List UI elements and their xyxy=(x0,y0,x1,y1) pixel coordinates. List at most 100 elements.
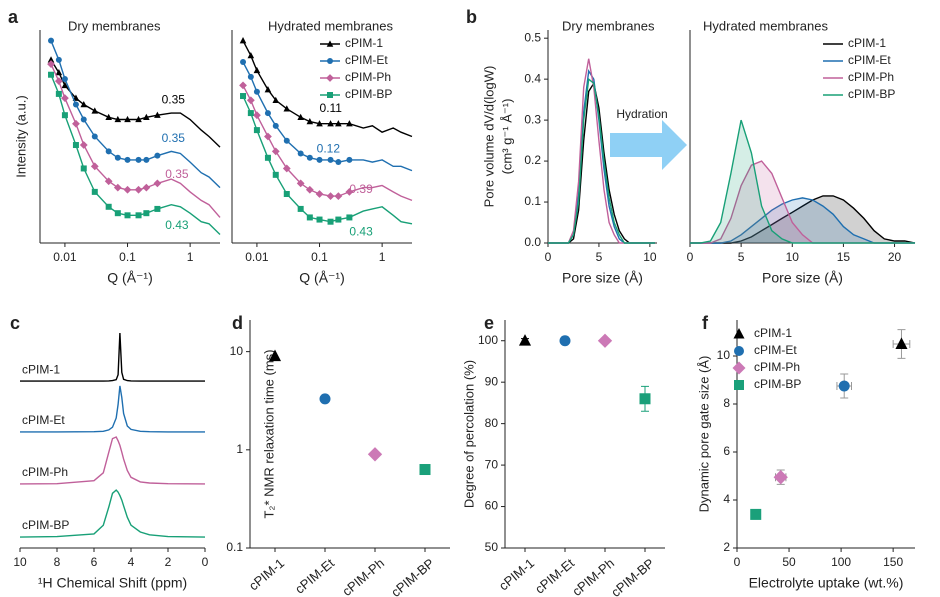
y-tick-label: 0.3 xyxy=(524,112,541,126)
data-point xyxy=(105,148,112,155)
data-point xyxy=(47,60,55,68)
x-tick-label: 20 xyxy=(888,250,902,264)
data-point xyxy=(154,152,161,159)
legend-marker xyxy=(326,74,334,82)
data-point xyxy=(315,190,324,198)
panel-title: Dry membranes xyxy=(68,18,161,33)
data-point xyxy=(124,212,131,219)
x-tick-label: cPIM-1 xyxy=(496,555,537,593)
data-point xyxy=(253,88,260,95)
y-tick-label: 60 xyxy=(485,499,499,513)
y-tick-label: 100 xyxy=(478,333,498,347)
x-tick-label: 10 xyxy=(786,250,800,264)
x-tick-label: cPIM-BP xyxy=(608,555,657,597)
annotation: 0.43 xyxy=(165,218,189,232)
data-point xyxy=(240,58,247,65)
y-tick-label: 10 xyxy=(717,348,731,362)
data-point xyxy=(346,120,353,127)
data-point xyxy=(327,218,334,225)
data-point xyxy=(247,51,255,59)
data-point xyxy=(316,156,323,163)
panel-title: Dry membranes xyxy=(562,18,655,33)
data-point xyxy=(264,132,272,141)
x-tick-label: 0.01 xyxy=(245,250,269,264)
data-point xyxy=(335,216,342,223)
data-point xyxy=(113,183,122,192)
data-point xyxy=(72,142,79,149)
y-tick-label: 4 xyxy=(723,492,730,506)
data-point xyxy=(419,464,431,476)
y-tick-label: 8 xyxy=(723,396,730,410)
panel-letter: b xyxy=(466,7,477,27)
data-point xyxy=(154,205,161,212)
legend-label: cPIM-1 xyxy=(754,326,792,340)
data-point xyxy=(750,508,762,520)
y-tick-label: 0.0 xyxy=(524,235,541,249)
data-point xyxy=(104,177,113,186)
data-point xyxy=(72,119,80,128)
x-axis-label: Pore size (Å) xyxy=(762,270,843,286)
data-point xyxy=(80,165,87,172)
series-line xyxy=(20,332,205,382)
data-point xyxy=(271,147,280,156)
y-axis-label: Dynamic pore gate size (Å) xyxy=(696,356,711,513)
series-line xyxy=(50,59,221,148)
series-line xyxy=(548,77,655,244)
data-point xyxy=(124,115,131,123)
data-point xyxy=(154,111,161,118)
legend-label: cPIM-BP xyxy=(754,377,801,391)
data-point xyxy=(105,203,112,210)
series-label: cPIM-Et xyxy=(22,413,65,427)
x-tick-label: 0 xyxy=(734,555,741,569)
panel-letter: e xyxy=(484,313,494,333)
annotation: 0.35 xyxy=(165,167,189,181)
annotation: 0.39 xyxy=(349,182,373,196)
data-point xyxy=(316,120,323,127)
x-tick-label: 1 xyxy=(379,250,386,264)
data-point xyxy=(253,127,260,134)
series-line xyxy=(50,63,221,218)
x-tick-label: 5 xyxy=(596,250,603,264)
data-point xyxy=(306,214,313,221)
y-axis-label: Pore volume dV/d(logW) xyxy=(481,66,496,208)
y-tick-label: 0.1 xyxy=(524,194,541,208)
data-point xyxy=(61,94,69,103)
data-point xyxy=(272,171,279,178)
data-point xyxy=(335,159,342,166)
data-point xyxy=(72,101,79,108)
x-axis-label: Pore size (Å) xyxy=(562,270,643,286)
data-point xyxy=(240,93,247,100)
data-point xyxy=(306,117,314,125)
x-tick-label: 6 xyxy=(91,555,98,569)
series-line xyxy=(242,85,413,202)
data-point xyxy=(639,393,651,405)
data-point xyxy=(135,115,142,123)
annotation: 0.12 xyxy=(317,141,341,155)
data-point xyxy=(838,380,850,392)
data-point xyxy=(61,81,69,89)
series-line xyxy=(690,119,915,244)
y-tick-label: 50 xyxy=(485,540,499,554)
x-tick-label: 0.01 xyxy=(53,250,77,264)
data-point xyxy=(268,349,282,362)
x-tick-label: 0.1 xyxy=(311,250,328,264)
legend-marker xyxy=(327,92,333,98)
data-point xyxy=(246,96,255,105)
data-point xyxy=(247,110,254,117)
data-point xyxy=(135,212,142,219)
x-tick-label: cPIM-BP xyxy=(388,555,437,597)
x-tick-label: 5 xyxy=(738,250,745,264)
data-point xyxy=(91,107,99,114)
data-point xyxy=(335,120,342,127)
data-point xyxy=(264,86,272,93)
legend-label: cPIM-Ph xyxy=(754,360,800,374)
data-point xyxy=(272,122,279,129)
panel-letter: a xyxy=(8,7,19,27)
data-point xyxy=(283,105,291,112)
data-point xyxy=(283,137,290,144)
data-point xyxy=(559,335,571,347)
y-tick-label: 0.4 xyxy=(524,71,541,85)
data-point xyxy=(114,115,122,123)
y-tick-label: 0.1 xyxy=(226,540,243,554)
x-tick-label: 50 xyxy=(782,555,796,569)
